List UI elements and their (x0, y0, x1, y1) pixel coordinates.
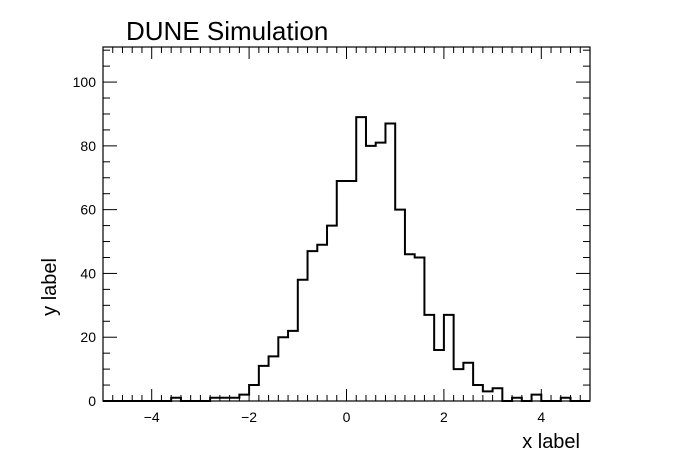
y-tick-label: 100 (73, 74, 97, 90)
x-tick-label: −2 (241, 409, 257, 425)
x-tick-label: −4 (144, 409, 160, 425)
y-axis-title: y label (39, 258, 61, 316)
axis-ticks (102, 47, 591, 402)
x-axis-title: x label (522, 431, 580, 453)
x-tick-label: 2 (440, 409, 448, 425)
y-tick-label: 0 (88, 393, 96, 409)
histogram-line (103, 116, 590, 402)
y-tick-label: 20 (80, 329, 96, 345)
x-tick-label: 0 (343, 409, 351, 425)
y-tick-label: 40 (80, 265, 96, 281)
y-tick-label: 80 (80, 138, 96, 154)
chart-title: DUNE Simulation (126, 16, 328, 46)
y-tick-label: 60 (80, 202, 96, 218)
x-tick-label: 4 (537, 409, 545, 425)
plot-frame (102, 46, 591, 402)
